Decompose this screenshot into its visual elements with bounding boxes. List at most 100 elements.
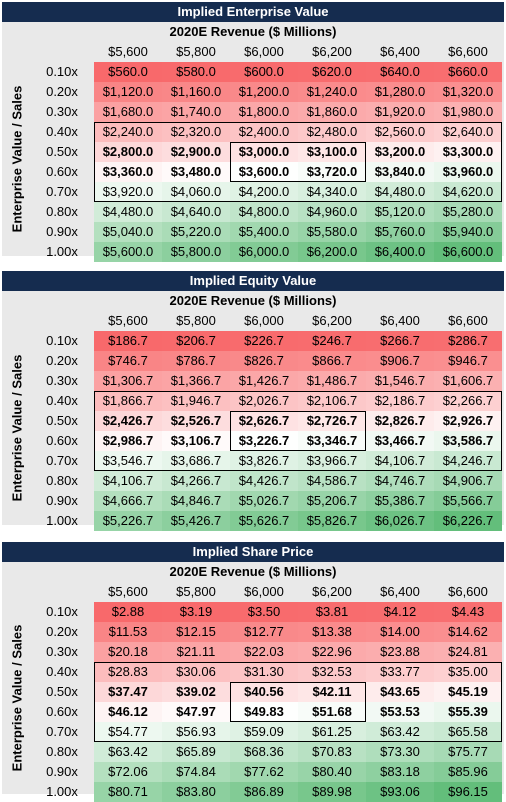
table-cell: $5,580.0 xyxy=(298,222,366,242)
table-cell: $5,280.0 xyxy=(434,202,502,222)
row-header: 0.50x xyxy=(46,413,78,428)
table-cell: $74.84 xyxy=(162,762,230,782)
table-cell: $1,680.0 xyxy=(94,102,162,122)
table-row: 0.90x $4,666.7 $4,846.7 $5,026.7 $5,206.7 $5,… xyxy=(2,491,504,511)
equity-value-table: Implied Equity Value 2020E Revenue ($ Mi… xyxy=(2,271,504,531)
table-cell: $49.83 xyxy=(230,702,298,722)
table-cell: $4,746.7 xyxy=(366,471,434,491)
column-header: $6,200 xyxy=(312,44,352,59)
table-cell: $73.30 xyxy=(366,742,434,762)
table-cell: $21.11 xyxy=(162,642,230,662)
table-cell: $2,626.7 xyxy=(230,411,298,431)
table-cell: $2,560.0 xyxy=(366,122,434,142)
table-cell: $5,040.0 xyxy=(94,222,162,242)
table-cell: $5,226.7 xyxy=(94,511,162,531)
share-price-table: Implied Share Price 2020E Revenue ($ Mil… xyxy=(2,542,504,802)
column-header: $6,200 xyxy=(312,313,352,328)
table-cell: $1,366.7 xyxy=(162,371,230,391)
table-cell: $1,160.0 xyxy=(162,82,230,102)
row-header: 0.80x xyxy=(46,744,78,759)
table-cell: $2,106.7 xyxy=(298,391,366,411)
table-row: 0.70x $3,546.7 $3,686.7 $3,826.7 $3,966.7 $4,… xyxy=(2,451,504,471)
table-cell: $1,306.7 xyxy=(94,371,162,391)
enterprise-value-table: Implied Enterprise Value 2020E Revenue (… xyxy=(2,2,504,262)
table-cell: $51.68 xyxy=(298,702,366,722)
table-cell: $75.77 xyxy=(434,742,502,762)
table-cell: $55.39 xyxy=(434,702,502,722)
table-cell: $83.18 xyxy=(366,762,434,782)
table-cell: $3,000.0 xyxy=(230,142,298,162)
table-cell: $4,906.7 xyxy=(434,471,502,491)
row-header: 1.00x xyxy=(46,513,78,528)
table-cell: $1,866.7 xyxy=(94,391,162,411)
table-cell: $1,240.0 xyxy=(298,82,366,102)
table-cell: $1,426.7 xyxy=(230,371,298,391)
column-axis-label: 2020E Revenue ($ Millions) xyxy=(169,293,337,308)
table-cell: $42.11 xyxy=(298,682,366,702)
table-cell: $3,200.0 xyxy=(366,142,434,162)
table-cell: $266.7 xyxy=(366,331,434,351)
table-cell: $906.7 xyxy=(366,351,434,371)
table-cell: $2,726.7 xyxy=(298,411,366,431)
table-cell: $43.65 xyxy=(366,682,434,702)
table-cell: $786.7 xyxy=(162,351,230,371)
table-cell: $12.15 xyxy=(162,622,230,642)
row-header: 0.70x xyxy=(46,184,78,199)
table-row: 0.50x $2,800.0 $2,900.0 $3,000.0 $3,100.0 $3,… xyxy=(2,142,504,162)
table-cell: $3,226.7 xyxy=(230,431,298,451)
table-cell: $4,640.0 xyxy=(162,202,230,222)
table-cell: $1,606.7 xyxy=(434,371,502,391)
table-cell: $2,026.7 xyxy=(230,391,298,411)
table-row: 0.30x $20.18 $21.11 $22.03 $22.96 $23.88 $24.8… xyxy=(2,642,504,662)
table-row: 0.50x $37.47 $39.02 $40.56 $42.11 $43.65 $45.1… xyxy=(2,682,504,702)
table-cell: $28.83 xyxy=(94,662,162,682)
table-cell: $620.0 xyxy=(298,62,366,82)
table-cell: $600.0 xyxy=(230,62,298,82)
table-row: 0.60x $2,986.7 $3,106.7 $3,226.7 $3,346.7 $3,… xyxy=(2,431,504,451)
table-cell: $4,620.0 xyxy=(434,182,502,202)
table-cell: $3,720.0 xyxy=(298,162,366,182)
table-cell: $6,026.7 xyxy=(366,511,434,531)
table-row: 0.60x $3,360.0 $3,480.0 $3,600.0 $3,720.0 $3,… xyxy=(2,162,504,182)
table-row: 0.70x $54.77 $56.93 $59.09 $61.25 $63.42 $65.5… xyxy=(2,722,504,742)
table-cell: $3,826.7 xyxy=(230,451,298,471)
table-cell: $1,980.0 xyxy=(434,102,502,122)
table-cell: $23.88 xyxy=(366,642,434,662)
table-row: 1.00x $80.71 $83.80 $86.89 $89.98 $93.06 $96.1… xyxy=(2,782,504,802)
table-cell: $1,200.0 xyxy=(230,82,298,102)
table-cell: $3,546.7 xyxy=(94,451,162,471)
table-cell: $5,426.7 xyxy=(162,511,230,531)
table-cell: $93.06 xyxy=(366,782,434,802)
table-cell: $580.0 xyxy=(162,62,230,82)
table-cell: $13.38 xyxy=(298,622,366,642)
table-cell: $4,586.7 xyxy=(298,471,366,491)
table-cell: $54.77 xyxy=(94,722,162,742)
table-cell: $30.06 xyxy=(162,662,230,682)
row-header: 0.70x xyxy=(46,453,78,468)
column-axis-label: 2020E Revenue ($ Millions) xyxy=(169,564,337,579)
table-row: 0.40x $2,240.0 $2,320.0 $2,400.0 $2,480.0 $2,… xyxy=(2,122,504,142)
table-cell: $77.62 xyxy=(230,762,298,782)
table-cell: $5,026.7 xyxy=(230,491,298,511)
table-cell: $96.15 xyxy=(434,782,502,802)
column-header: $5,600 xyxy=(108,313,148,328)
table-cell: $2,800.0 xyxy=(94,142,162,162)
table-row: 0.40x $28.83 $30.06 $31.30 $32.53 $33.77 $35.0… xyxy=(2,662,504,682)
table-cell: $65.58 xyxy=(434,722,502,742)
row-header: 0.40x xyxy=(46,664,78,679)
column-header: $6,000 xyxy=(244,313,284,328)
table-cell: $226.7 xyxy=(230,331,298,351)
table-cell: $3,960.0 xyxy=(434,162,502,182)
row-header: 1.00x xyxy=(46,244,78,259)
row-header: 0.20x xyxy=(46,624,78,639)
column-header-row: $5,600 $5,800 $6,000 $6,200 $6,400 $6,600 xyxy=(2,42,504,62)
table-row: 0.30x $1,306.7 $1,366.7 $1,426.7 $1,486.7 $1,… xyxy=(2,371,504,391)
column-header: $5,800 xyxy=(176,584,216,599)
table-cell: $24.81 xyxy=(434,642,502,662)
table-cell: $4,960.0 xyxy=(298,202,366,222)
table-cell: $3,966.7 xyxy=(298,451,366,471)
table-cell: $47.97 xyxy=(162,702,230,722)
table-cell: $1,486.7 xyxy=(298,371,366,391)
table-cell: $4,060.0 xyxy=(162,182,230,202)
row-header: 0.20x xyxy=(46,84,78,99)
